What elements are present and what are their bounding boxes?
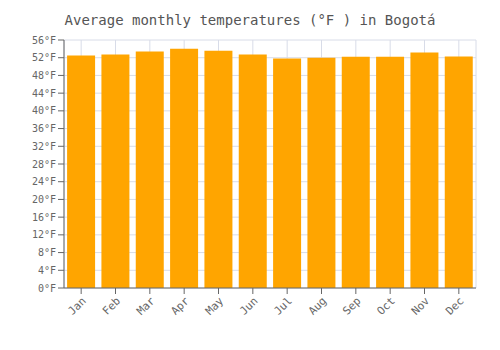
svg-text:4°F: 4°F [38, 265, 56, 276]
svg-text:56°F: 56°F [32, 35, 56, 46]
svg-text:44°F: 44°F [32, 88, 56, 99]
svg-text:16°F: 16°F [32, 212, 56, 223]
svg-text:Jun: Jun [237, 294, 260, 317]
svg-text:May: May [203, 294, 227, 318]
svg-text:Jul: Jul [272, 294, 295, 317]
svg-text:48°F: 48°F [32, 70, 56, 81]
svg-text:32°F: 32°F [32, 141, 56, 152]
svg-text:Apr: Apr [169, 294, 193, 318]
html-text:Average monthly temperatures (: Average monthly temperatures (°F ) in Bo… [64, 12, 436, 28]
svg-text:0°F: 0°F [38, 283, 56, 294]
svg-text:24°F: 24°F [32, 176, 56, 187]
svg-text:Dec: Dec [443, 294, 466, 317]
svg-text:Jan: Jan [66, 294, 89, 317]
svg-text:Nov: Nov [409, 294, 433, 318]
svg-text:Aug: Aug [306, 294, 329, 317]
svg-text:8°F: 8°F [38, 247, 56, 258]
svg-text:Oct: Oct [375, 294, 398, 317]
svg-text:Feb: Feb [100, 294, 123, 317]
svg-text:12°F: 12°F [32, 229, 56, 240]
svg-text:Mar: Mar [134, 294, 158, 318]
svg-text:20°F: 20°F [32, 194, 56, 205]
svg-text:28°F: 28°F [32, 159, 56, 170]
svg-text:52°F: 52°F [32, 52, 56, 63]
svg-text:Sep: Sep [340, 294, 363, 317]
svg-text:36°F: 36°F [32, 123, 56, 134]
svg-text:40°F: 40°F [32, 105, 56, 116]
